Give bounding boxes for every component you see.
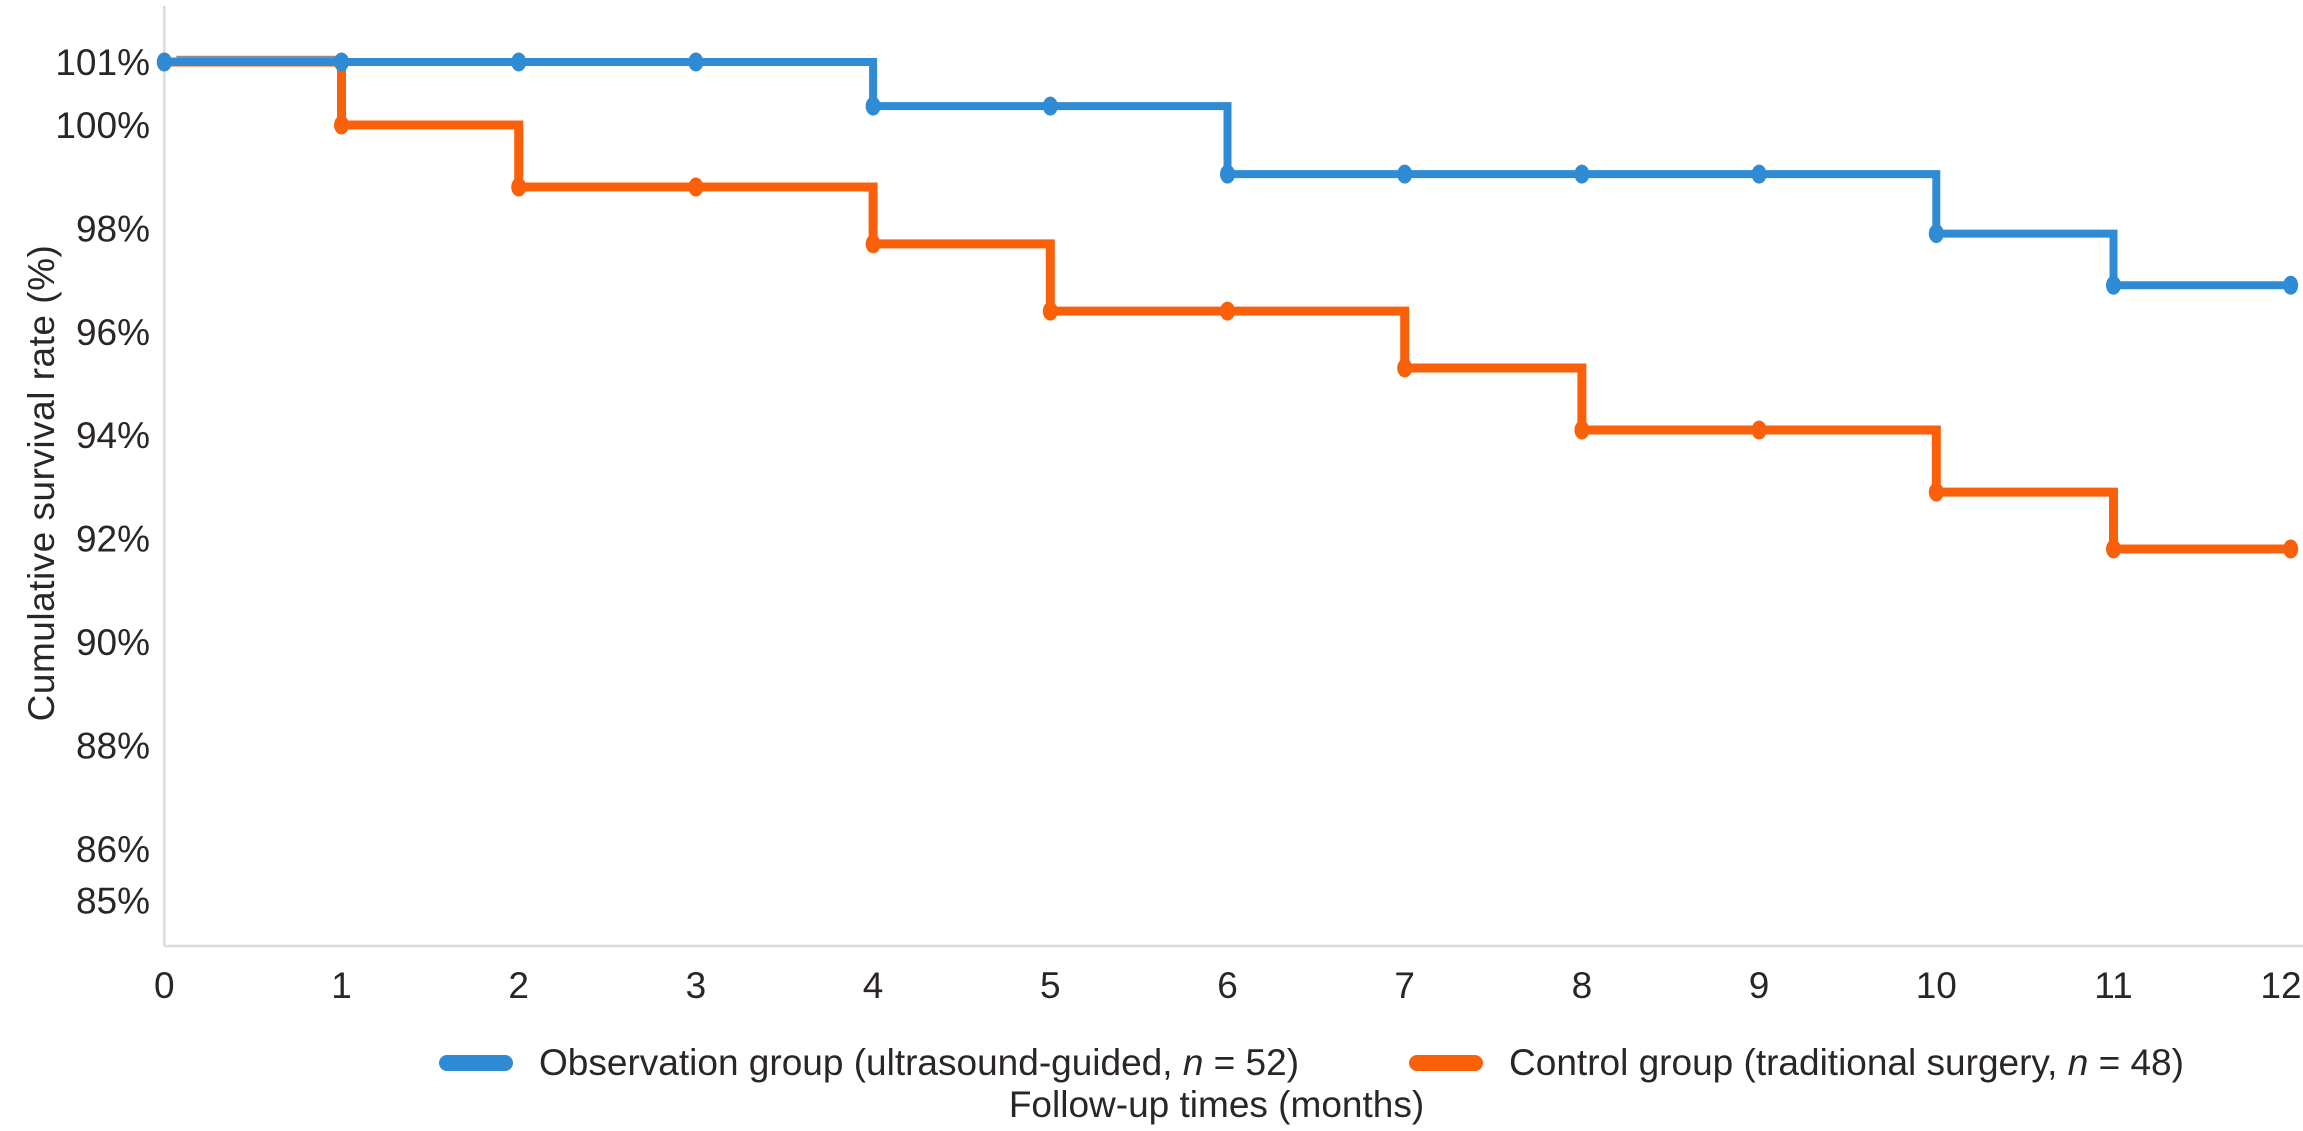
observation-marker	[2106, 275, 2121, 295]
y-tick-label: 96%	[76, 312, 150, 353]
legend: Observation group (ultrasound-guided, n …	[160, 1042, 2303, 1084]
x-tick-label: 3	[686, 965, 707, 1006]
x-tick-label: 10	[1916, 965, 1957, 1006]
control-marker	[2106, 539, 2121, 559]
observation-marker	[1397, 164, 1413, 184]
x-tick-label: 2	[508, 965, 529, 1006]
observation-series	[156, 52, 2299, 295]
control-legend-swatch	[1409, 1055, 1484, 1071]
control-marker	[1574, 420, 1590, 440]
control-marker	[688, 177, 704, 197]
control-marker	[1751, 420, 1767, 440]
observation-marker	[865, 96, 881, 116]
x-tick-label: 7	[1394, 965, 1415, 1006]
x-tick-label: 8	[1572, 965, 1593, 1006]
x-tick-label: 0	[154, 965, 175, 1006]
observation-marker	[511, 52, 527, 72]
observation-marker	[334, 52, 349, 72]
y-tick-label: 101%	[55, 42, 150, 83]
y-tick-label: 94%	[76, 415, 150, 456]
legend-item-control: Control group (traditional surgery, n = …	[1409, 1042, 2184, 1084]
x-axis-title: Follow-up times (months)	[1008, 1084, 1425, 1125]
observation-marker	[1928, 224, 1944, 244]
observation-marker	[1220, 164, 1235, 184]
y-tick-label: 90%	[76, 622, 150, 663]
control-marker	[1397, 358, 1413, 378]
y-tick-label: 86%	[76, 829, 150, 870]
y-tick-label: 100%	[55, 105, 150, 146]
y-tick-label: 98%	[76, 208, 150, 249]
control-marker	[1220, 301, 1235, 321]
y-tick-label: 85%	[76, 881, 150, 922]
y-tick-label: 92%	[76, 519, 150, 560]
observation-marker	[1751, 164, 1767, 184]
y-tick-label: 88%	[76, 725, 150, 766]
observation-marker	[156, 52, 172, 72]
x-tick-label: 11	[2094, 965, 2132, 1006]
control-marker	[1042, 301, 1058, 321]
x-tick-label: 9	[1749, 965, 1770, 1006]
axes	[163, 6, 2303, 948]
observation-marker	[688, 52, 704, 72]
legend-item-observation: Observation group (ultrasound-guided, n …	[439, 1042, 1299, 1084]
control-marker	[2283, 539, 2299, 559]
control-series	[156, 52, 2299, 559]
control-marker	[1928, 482, 1944, 502]
observation-legend-swatch	[439, 1055, 514, 1071]
control-marker	[334, 115, 349, 135]
observation-marker	[2283, 275, 2299, 295]
observation-marker	[1042, 96, 1058, 116]
x-tick-label: 4	[863, 965, 884, 1006]
x-tick-label: 6	[1217, 965, 1238, 1006]
control-marker	[511, 177, 527, 197]
x-tick-label: 1	[331, 965, 352, 1006]
y-tick-labels: 101% 100% 98% 96% 94% 92% 90% 88% 86% 85%	[55, 42, 150, 922]
observation-marker	[1574, 164, 1590, 184]
x-tick-labels: 0 1 2 3 4 5 6 7 8 9 10 11 12	[154, 965, 2302, 1006]
x-tick-label: 5	[1040, 965, 1061, 1006]
observation-legend-label: Observation group (ultrasound-guided, n …	[539, 1042, 1300, 1083]
x-tick-label: 12	[2260, 965, 2301, 1006]
control-legend-label: Control group (traditional surgery, n = …	[1509, 1042, 2184, 1083]
control-marker	[865, 234, 881, 254]
y-axis-title: Cumulative survival rate (%)	[21, 244, 62, 722]
